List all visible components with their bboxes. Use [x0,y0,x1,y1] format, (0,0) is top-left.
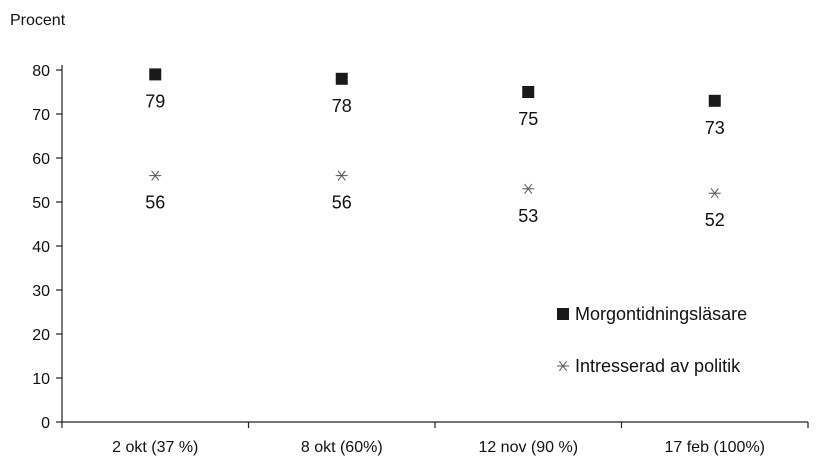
y-tick-label: 80 [32,63,50,80]
y-tick-label: 40 [32,239,50,256]
axes: 0 10 20 30 40 50 60 70 80 2 okt (37 %) 8 okt (60%)… [32,63,809,456]
legend-asterisk-marker [557,360,569,372]
y-tick-label: 30 [32,283,50,300]
data-label: 56 [145,193,165,213]
data-point-square [335,72,348,85]
y-tick-label: 10 [32,371,50,388]
data-label: 52 [705,210,725,230]
data-point-asterisk [708,188,721,199]
data-point-square [522,86,535,98]
legend-label: Morgontidningsläsare [575,304,747,324]
y-tick-label: 60 [32,151,50,168]
x-tick-label: 12 nov (90 %) [478,439,578,456]
data-point-asterisk [149,170,162,181]
legend-label: Intresserad av politik [575,356,741,376]
y-tick-label: 20 [32,327,50,344]
data-label: 56 [332,193,352,213]
data-label: 53 [518,206,538,226]
legend: Morgontidningsläsare Intresserad av polit… [557,304,747,376]
x-tick-label: 17 feb (100%) [664,439,765,456]
data-label: 79 [145,91,165,111]
data-point-square [149,68,162,81]
x-tick-label: 2 okt (37 %) [112,439,198,456]
data-point-asterisk [522,183,535,194]
data-label: 73 [705,118,725,138]
x-tick-label: 8 okt (60%) [301,439,383,456]
data-label: 75 [518,109,538,129]
y-tick-label: 0 [41,415,50,432]
y-axis-label: Procent [10,12,66,29]
y-tick-label: 50 [32,195,50,212]
data-marks: 79 78 75 73 56 56 53 52 [145,68,725,230]
y-tick-label: 70 [32,107,50,124]
data-label: 78 [332,96,352,116]
legend-square-marker [557,308,569,320]
data-point-asterisk [335,170,348,181]
data-point-square [708,94,721,107]
